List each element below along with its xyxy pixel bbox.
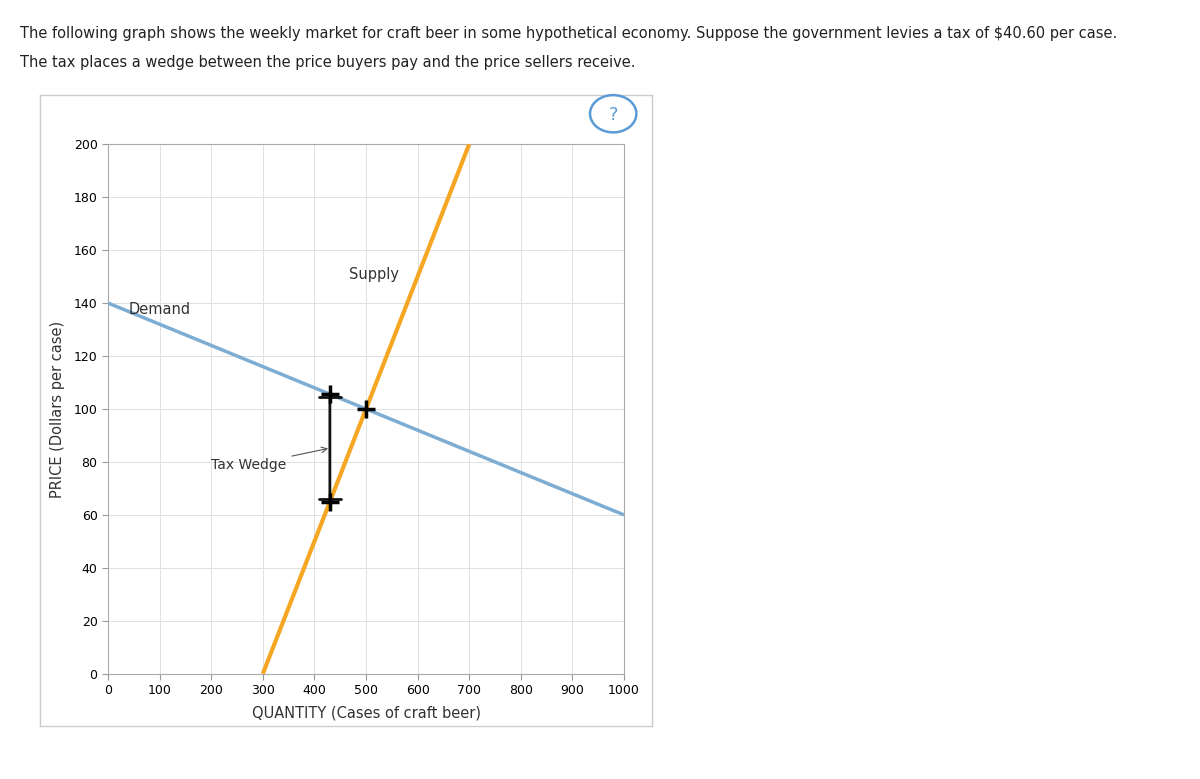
Text: The tax places a wedge between the price buyers pay and the price sellers receiv: The tax places a wedge between the price… bbox=[20, 55, 636, 69]
Y-axis label: PRICE (Dollars per case): PRICE (Dollars per case) bbox=[50, 320, 65, 498]
Text: Tax Wedge: Tax Wedge bbox=[211, 447, 326, 472]
Text: Demand: Demand bbox=[128, 301, 191, 316]
Text: ?: ? bbox=[608, 106, 618, 124]
Text: Supply: Supply bbox=[349, 267, 400, 282]
Text: The following graph shows the weekly market for craft beer in some hypothetical : The following graph shows the weekly mar… bbox=[20, 26, 1117, 41]
X-axis label: QUANTITY (Cases of craft beer): QUANTITY (Cases of craft beer) bbox=[252, 706, 480, 721]
